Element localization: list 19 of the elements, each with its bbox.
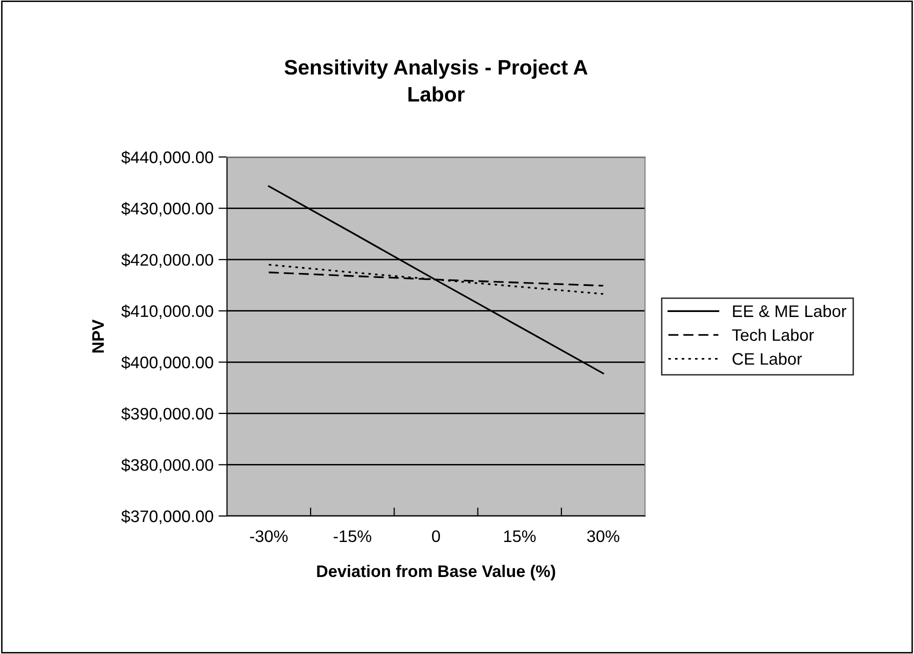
y-axis-title: NPV <box>92 319 104 353</box>
legend-label: Tech Labor <box>732 328 814 341</box>
y-tick-label: $430,000.00 <box>121 202 214 216</box>
x-axis-title: Deviation from Base Value (%) <box>317 564 556 580</box>
y-tick-label: $390,000.00 <box>121 407 214 422</box>
legend-label: CE Labor <box>732 352 802 365</box>
chart-title: Sensitivity Analysis - Project A Labor <box>284 59 588 102</box>
x-tick-label: 30% <box>587 530 620 542</box>
y-tick-label: $420,000.00 <box>121 253 214 268</box>
y-tick-label: $400,000.00 <box>121 356 214 370</box>
legend-label: EE & ME Labor <box>733 304 846 318</box>
x-tick-label: 0 <box>432 530 440 542</box>
x-tick-label: 15% <box>504 530 536 542</box>
x-tick-label: -30% <box>250 530 288 542</box>
x-tick-label: -15% <box>334 530 372 542</box>
y-tick-label: $410,000.00 <box>121 304 214 320</box>
y-tick-label: $370,000.00 <box>121 510 214 524</box>
y-tick-label: $380,000.00 <box>121 458 214 473</box>
y-tick-label: $440,000.00 <box>121 150 214 166</box>
